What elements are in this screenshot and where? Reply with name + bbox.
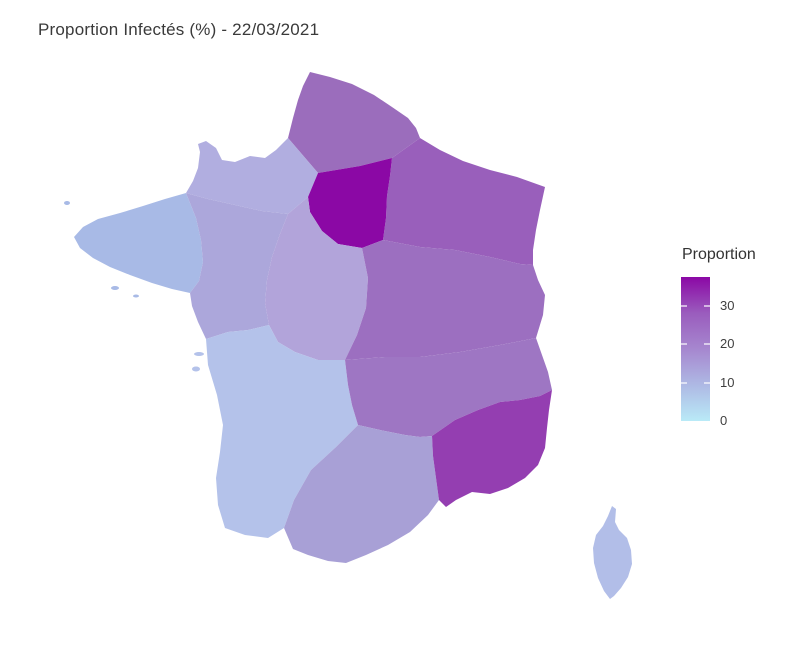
legend-tick-label: 10: [720, 374, 735, 390]
region-ile-de-france: [308, 158, 392, 248]
legend-tick-mark: [704, 343, 710, 346]
region-occitanie: [284, 425, 439, 563]
region-hauts-de-france: [288, 72, 420, 173]
legend-tick-mark: [704, 381, 710, 384]
region-bourgogne-franche-comte: [345, 240, 545, 360]
legend-gradient-bar: [681, 277, 710, 421]
legend-tick-label: 30: [720, 297, 735, 313]
legend-tick-mark: [681, 304, 687, 307]
region-pays-de-la-loire: [186, 193, 288, 339]
region-grand-est: [383, 138, 545, 265]
island-re: [194, 352, 204, 356]
legend-tick-label: 20: [720, 336, 735, 352]
legend-tick-mark: [681, 381, 687, 384]
region-normandie: [186, 138, 318, 214]
region-provence-alpes-cote-d-azur: [432, 390, 552, 507]
region-auvergne-rhone-alpes: [345, 338, 552, 437]
region-bretagne: [74, 193, 203, 293]
legend: Proportion 30 20 10 0: [681, 246, 796, 446]
chart-title: Proportion Infectés (%) - 22/03/2021: [38, 20, 320, 39]
region-corse: [593, 506, 632, 599]
legend-tick-mark: [704, 304, 710, 307]
island-ouessant: [64, 201, 70, 205]
legend-title: Proportion: [682, 246, 756, 263]
legend-tick-mark: [681, 343, 687, 346]
legend-tick-label: 0: [720, 413, 728, 428]
island-groix: [133, 294, 139, 298]
island-belle-ile: [111, 286, 119, 290]
region-centre-val-de-loire: [265, 197, 368, 360]
island-oleron: [192, 366, 200, 372]
region-nouvelle-aquitaine: [206, 325, 358, 538]
